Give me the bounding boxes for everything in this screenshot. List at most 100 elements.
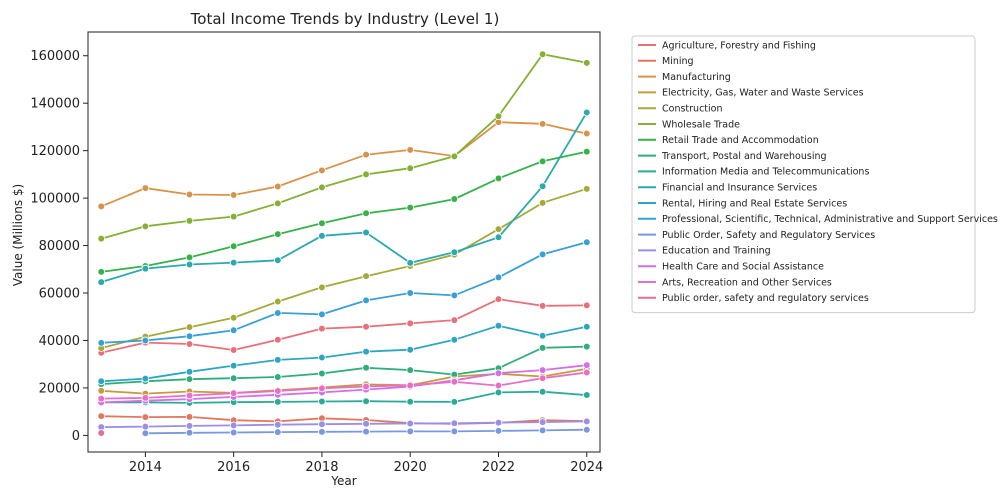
data-point: [494, 174, 503, 183]
series-line: [101, 150, 587, 273]
data-point: [406, 164, 415, 173]
data-point: [494, 233, 503, 242]
y-tick-label: 120000: [30, 144, 80, 159]
data-point: [538, 374, 547, 383]
x-tick-label: 2014: [129, 460, 162, 475]
data-point: [229, 212, 238, 221]
data-point: [450, 291, 459, 300]
data-point: [318, 232, 326, 240]
data-point: [318, 324, 326, 333]
data-point: [406, 146, 415, 154]
data-point: [538, 344, 547, 352]
legend-label: Rental, Hiring and Real Estate Services: [662, 198, 847, 209]
data-point: [229, 346, 238, 354]
legend-label: Agriculture, Forestry and Fishing: [662, 40, 816, 51]
data-point: [185, 323, 194, 331]
data-point: [582, 108, 591, 117]
data-point: [362, 347, 370, 356]
data-point: [185, 413, 194, 421]
data-point: [450, 398, 459, 406]
data-point: [362, 363, 370, 372]
data-point: [185, 340, 194, 348]
legend-item: Public Order, Safety and Regulatory Serv…: [638, 230, 875, 241]
series-line: [100, 298, 587, 354]
data-point: [582, 417, 591, 426]
data-point: [185, 217, 194, 225]
data-point: [229, 361, 238, 370]
series-16: [97, 429, 106, 437]
data-point: [494, 225, 503, 233]
data-point: [406, 419, 415, 428]
legend-label: Retail Trade and Accommodation: [662, 135, 819, 146]
data-point: [582, 301, 591, 310]
plot-frame: [87, 31, 601, 453]
legend-label: Construction: [662, 104, 723, 115]
y-tick-label: 80000: [39, 239, 80, 254]
data-point: [318, 219, 326, 228]
series-line: [100, 121, 587, 208]
data-point: [406, 427, 415, 436]
data-point: [185, 190, 194, 199]
legend-item: Financial and Insurance Services: [638, 183, 817, 194]
legend-label: Public order, safety and regulatory serv…: [662, 293, 869, 304]
data-point: [273, 387, 282, 395]
data-point: [362, 150, 370, 159]
data-point: [229, 389, 238, 397]
legend-item: Health Care and Social Assistance: [638, 262, 824, 273]
data-point: [318, 183, 326, 192]
data-point: [318, 428, 326, 436]
series-2: [97, 118, 591, 211]
data-point: [185, 332, 194, 341]
data-point: [450, 419, 459, 428]
x-tick-label: 2022: [482, 460, 515, 475]
series-12: [141, 425, 591, 438]
data-point: [538, 120, 547, 128]
series-line: [101, 367, 587, 395]
data-point: [582, 342, 591, 351]
legend-item: Rental, Hiring and Real Estate Services: [638, 198, 847, 209]
series-13: [97, 417, 591, 431]
data-point: [141, 374, 150, 383]
series-14: [97, 361, 591, 407]
data-point: [450, 248, 459, 257]
data-point: [229, 191, 238, 199]
legend-item: Public order, safety and regulatory serv…: [638, 293, 869, 304]
data-point: [273, 230, 282, 238]
data-point: [494, 112, 503, 121]
data-point: [141, 184, 150, 192]
data-point: [494, 273, 503, 282]
data-point: [450, 316, 459, 324]
data-point: [450, 195, 459, 203]
data-point: [538, 302, 547, 310]
data-point: [273, 199, 282, 208]
legend-label: Electricity, Gas, Water and Waste Servic…: [662, 88, 864, 99]
data-point: [362, 427, 370, 436]
series-15: [97, 368, 591, 403]
data-point: [362, 322, 370, 331]
y-tick-label: 100000: [30, 192, 80, 207]
y-tick-label: 40000: [39, 334, 80, 349]
legend-label: Public Order, Safety and Regulatory Serv…: [662, 230, 875, 241]
series-1: [97, 412, 591, 428]
x-tick-label: 2020: [394, 460, 427, 475]
series-0: [97, 295, 591, 357]
series-line: [101, 390, 587, 404]
data-point: [318, 420, 326, 429]
data-point: [141, 413, 150, 421]
data-point: [538, 387, 547, 396]
data-point: [450, 377, 459, 386]
legend-label: Wholesale Trade: [662, 119, 740, 130]
data-point: [538, 50, 547, 59]
series-7: [97, 342, 591, 388]
data-point: [229, 242, 238, 251]
data-point: [185, 260, 194, 269]
data-point: [273, 398, 282, 406]
data-point: [185, 422, 194, 430]
data-point: [318, 283, 326, 292]
legend-label: Transport, Postal and Warehousing: [661, 151, 827, 162]
data-point: [141, 429, 150, 438]
legend-item: Education and Training: [638, 246, 771, 257]
data-point: [538, 157, 547, 166]
data-point: [273, 335, 282, 344]
data-point: [97, 412, 106, 420]
